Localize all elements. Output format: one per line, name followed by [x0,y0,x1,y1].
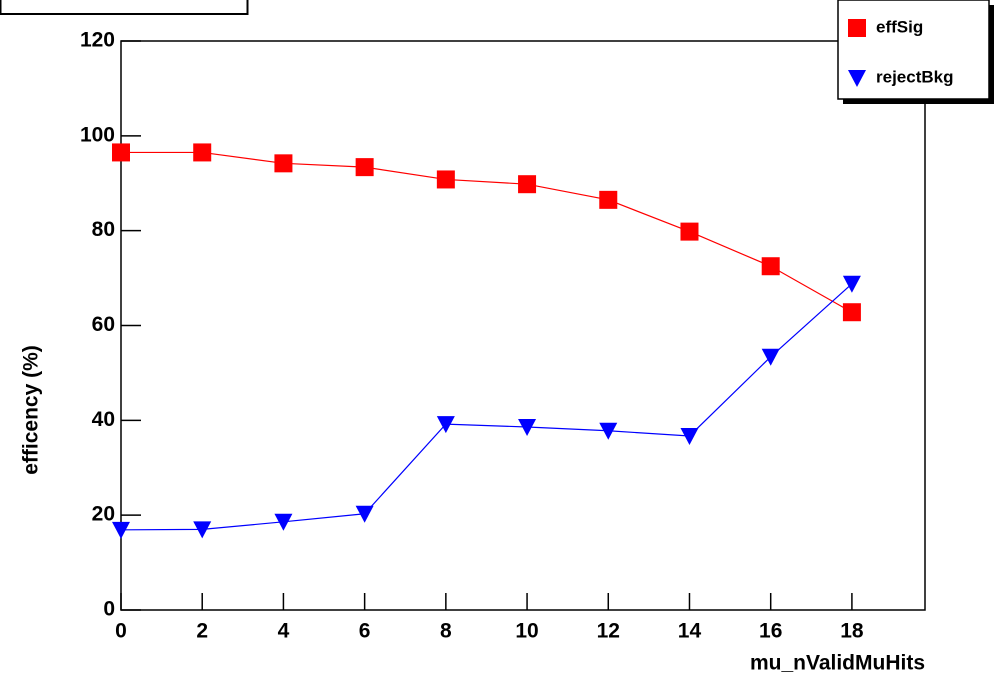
data-point [274,154,293,173]
y-tick-label: 20 [92,503,115,526]
x-tick-label: 8 [440,620,452,643]
title-box [0,0,249,15]
legend-box [837,0,990,100]
data-point [193,521,212,539]
data-point [599,190,618,209]
legend-label: effSig [876,17,923,36]
data-point [518,175,537,194]
x-tick-label: 10 [515,620,538,643]
data-point [680,427,699,445]
x-tick-label: 6 [359,620,371,643]
x-tick-label: 18 [840,620,864,643]
data-point [436,416,455,434]
data-point [761,348,780,366]
y-axis-label: efficency (%) [20,345,43,475]
y-tick-label: 60 [92,313,115,336]
legend-label: rejectBkg [876,67,953,86]
data-point [112,143,130,162]
x-tick-label: 16 [759,620,782,643]
data-point [355,158,374,177]
data-point [518,418,537,436]
data-point [599,422,618,440]
y-tick-label: 80 [92,218,115,241]
x-tick-label: 14 [678,620,702,643]
data-point [436,170,455,189]
data-point [842,275,861,293]
y-tick-label: 40 [92,408,115,431]
data-point [193,143,212,162]
data-point [761,257,780,276]
y-tick-label: 0 [103,598,115,621]
legend-marker [848,70,866,87]
data-point [842,303,861,322]
x-tick-label: 12 [597,620,620,643]
y-tick-label: 100 [80,123,115,146]
series-line [121,151,853,313]
data-point [680,222,699,241]
data-point [274,513,293,531]
data-point [112,521,130,539]
y-tick-label: 120 [80,29,115,52]
data-point [355,505,374,523]
series-line [120,283,853,531]
legend-marker [848,19,866,37]
x-tick-label: 0 [115,620,127,643]
x-tick-label: 4 [278,620,290,643]
x-tick-label: 2 [196,620,208,643]
x-axis-label: mu_nValidMuHits [750,652,925,675]
